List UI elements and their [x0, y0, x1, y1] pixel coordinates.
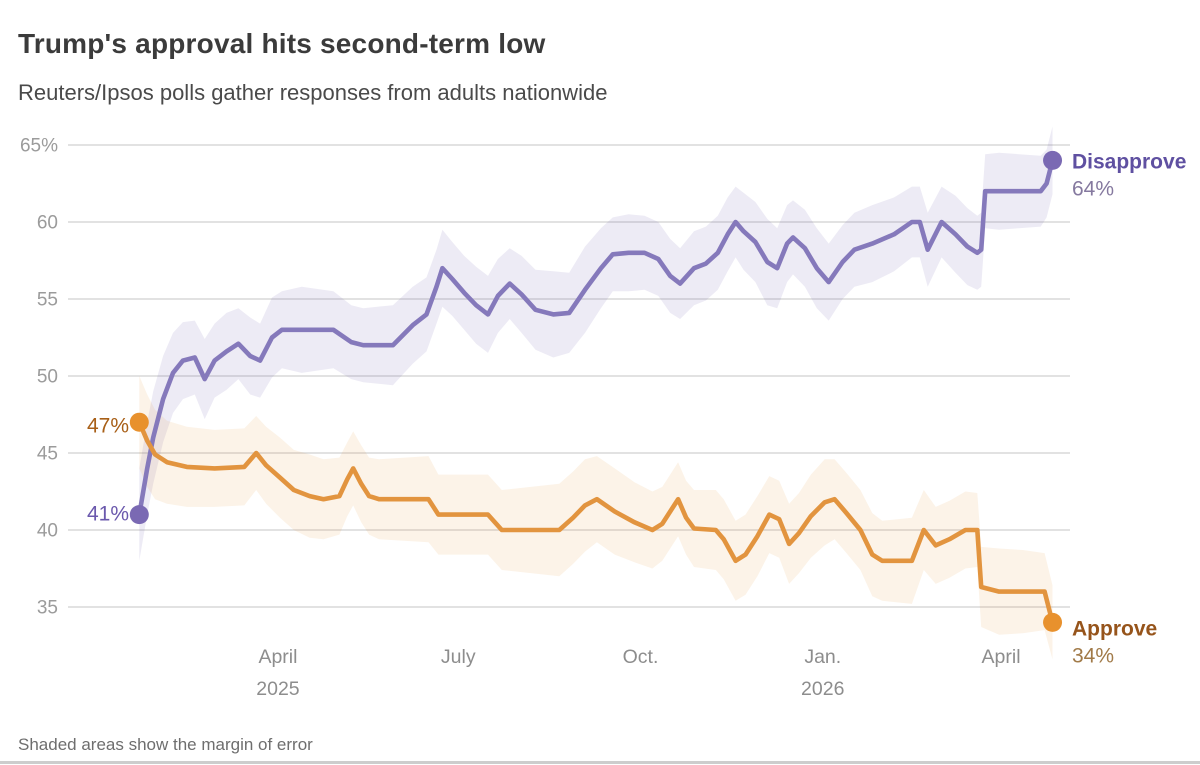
x-tick-label-2: Oct.	[623, 646, 659, 668]
disapprove-series-label: Disapprove	[1072, 150, 1187, 174]
approve-end-value-label: 34%	[1072, 644, 1115, 668]
x-tick-sublabel-0: 2025	[256, 678, 300, 700]
y-tick-label-60: 60	[37, 213, 58, 234]
y-tick-label-40: 40	[37, 521, 58, 542]
x-tick-sublabel-3: 2026	[801, 678, 844, 700]
y-axis-labels: 65% 60 55 50 45 40 35	[20, 136, 58, 619]
disapprove-start-dot	[129, 505, 149, 525]
approve-start-dot	[129, 412, 149, 432]
approve-end-dot	[1043, 612, 1063, 632]
disapprove-end-dot	[1043, 150, 1063, 170]
y-tick-label-55: 55	[37, 290, 58, 311]
chart-title: Trump's approval hits second-term low	[18, 28, 546, 59]
x-tick-label-0: April	[258, 646, 297, 668]
y-tick-label-45: 45	[37, 444, 58, 465]
disapprove-start-value-label: 41%	[86, 502, 129, 526]
disapprove-line	[137, 158, 1055, 517]
disapprove-end-value-label: 64%	[1072, 177, 1115, 201]
y-tick-label-50: 50	[37, 367, 58, 388]
bottom-divider	[0, 761, 1200, 764]
x-tick-label-1: July	[441, 646, 476, 668]
approve-start-value-label: 47%	[86, 414, 129, 438]
x-tick-label-4: April	[982, 646, 1021, 668]
approve-line	[137, 419, 1055, 625]
y-gridlines	[68, 144, 1070, 608]
y-tick-label-35: 35	[37, 598, 58, 619]
disapprove-error-band	[139, 126, 1053, 561]
x-axis-labels: April 2025 July Oct. Jan. 2026 April	[256, 646, 1020, 700]
chart-footnote: Shaded areas show the margin of error	[18, 735, 313, 754]
y-tick-label-65: 65%	[20, 136, 58, 157]
x-tick-label-3: Jan.	[804, 646, 841, 668]
approve-error-band	[139, 376, 1053, 660]
chart-subtitle: Reuters/Ipsos polls gather responses fro…	[18, 80, 608, 105]
approve-series-label: Approve	[1072, 617, 1158, 641]
